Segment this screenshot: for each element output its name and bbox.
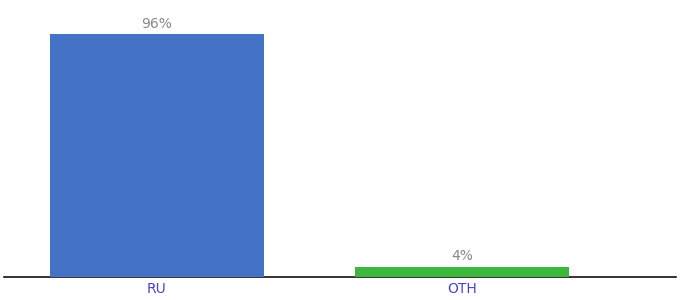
Bar [355,267,569,277]
Bar [50,34,264,277]
Text: 96%: 96% [141,17,172,31]
Text: 4%: 4% [452,249,473,263]
